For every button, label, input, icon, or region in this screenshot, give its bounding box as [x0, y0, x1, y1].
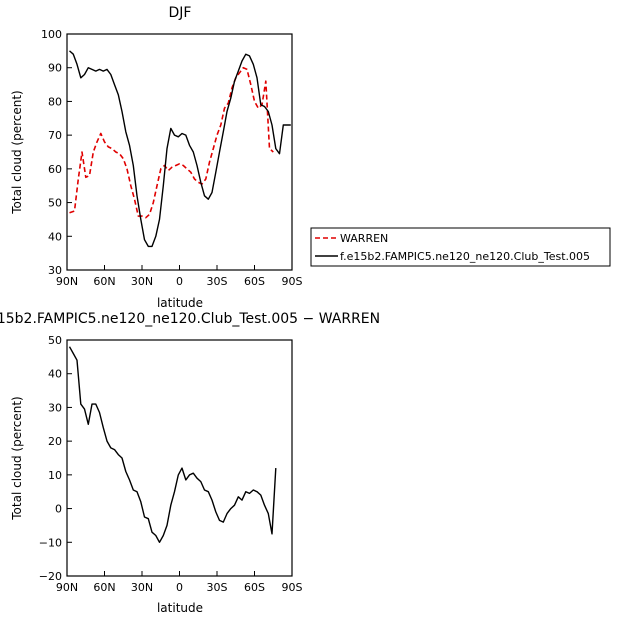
top-x-tick-label: 0: [176, 275, 183, 288]
bottom-y-tick-label: 20: [48, 435, 62, 448]
top-y-tick-label: 60: [48, 163, 62, 176]
top-x-tick-label: 30N: [131, 275, 153, 288]
top-y-tick-label: 40: [48, 230, 62, 243]
top-x-tick-label: 60N: [93, 275, 115, 288]
top-x-axis-label: latitude: [157, 296, 203, 310]
top-y-tick-label: 70: [48, 129, 62, 142]
top-y-tick-label: 80: [48, 95, 62, 108]
bottom-chart: f.e15b2.FAMPIC5.ne120_ne120.Club_Test.00…: [0, 311, 380, 615]
top-chart: DJF 90N 60N 30N 0 30S 60S 90S 30 40 50 60 70 80 90 100…: [10, 5, 303, 310]
bottom-x-tick-label: 30N: [131, 581, 153, 594]
top-y-axis-label: Total cloud (percent): [10, 90, 24, 214]
bottom-plot-frame: [66, 339, 293, 577]
bottom-y-tick-label: −20: [39, 570, 62, 583]
bottom-x-tick-label: 90S: [282, 581, 303, 594]
top-x-tick-label: 90S: [282, 275, 303, 288]
legend-box: [310, 227, 611, 267]
bottom-x-axis-label: latitude: [157, 601, 203, 615]
top-x-tick-label: 90N: [56, 275, 78, 288]
bottom-y-tick-label: −10: [39, 536, 62, 549]
bottom-x-tick-label: 60N: [93, 581, 115, 594]
top-y-tick-label: 100: [41, 28, 62, 41]
bottom-y-axis-label: Total cloud (percent): [10, 396, 24, 520]
top-y-tick-label: 90: [48, 62, 62, 75]
top-x-tick-label: 60S: [244, 275, 265, 288]
top-series-line-1: [69, 50, 291, 248]
top-x-tick-label: 30S: [207, 275, 228, 288]
legend: WARREN f.e15b2.FAMPIC5.ne120_ne120.Club_…: [310, 227, 611, 267]
top-series-line-0: [69, 66, 274, 219]
legend-label-warren: WARREN: [340, 232, 388, 245]
legend-label-model: f.e15b2.FAMPIC5.ne120_ne120.Club_Test.00…: [340, 250, 590, 263]
bottom-x-tick-label: 30S: [207, 581, 228, 594]
bottom-y-tick-label: 30: [48, 401, 62, 414]
bottom-x-tick-label: 90N: [56, 581, 78, 594]
top-y-tick-label: 30: [48, 264, 62, 277]
bottom-chart-title: f.e15b2.FAMPIC5.ne120_ne120.Club_Test.00…: [0, 311, 380, 327]
bottom-series-line-0: [68, 346, 277, 543]
bottom-y-tick-label: 40: [48, 368, 62, 381]
bottom-y-tick-label: 0: [55, 503, 62, 516]
bottom-y-tick-label: 10: [48, 469, 62, 482]
top-y-tick-label: 50: [48, 197, 62, 210]
bottom-x-tick-label: 60S: [244, 581, 265, 594]
bottom-x-tick-label: 0: [176, 581, 183, 594]
top-chart-title: DJF: [169, 5, 192, 21]
bottom-y-tick-label: 50: [48, 334, 62, 347]
